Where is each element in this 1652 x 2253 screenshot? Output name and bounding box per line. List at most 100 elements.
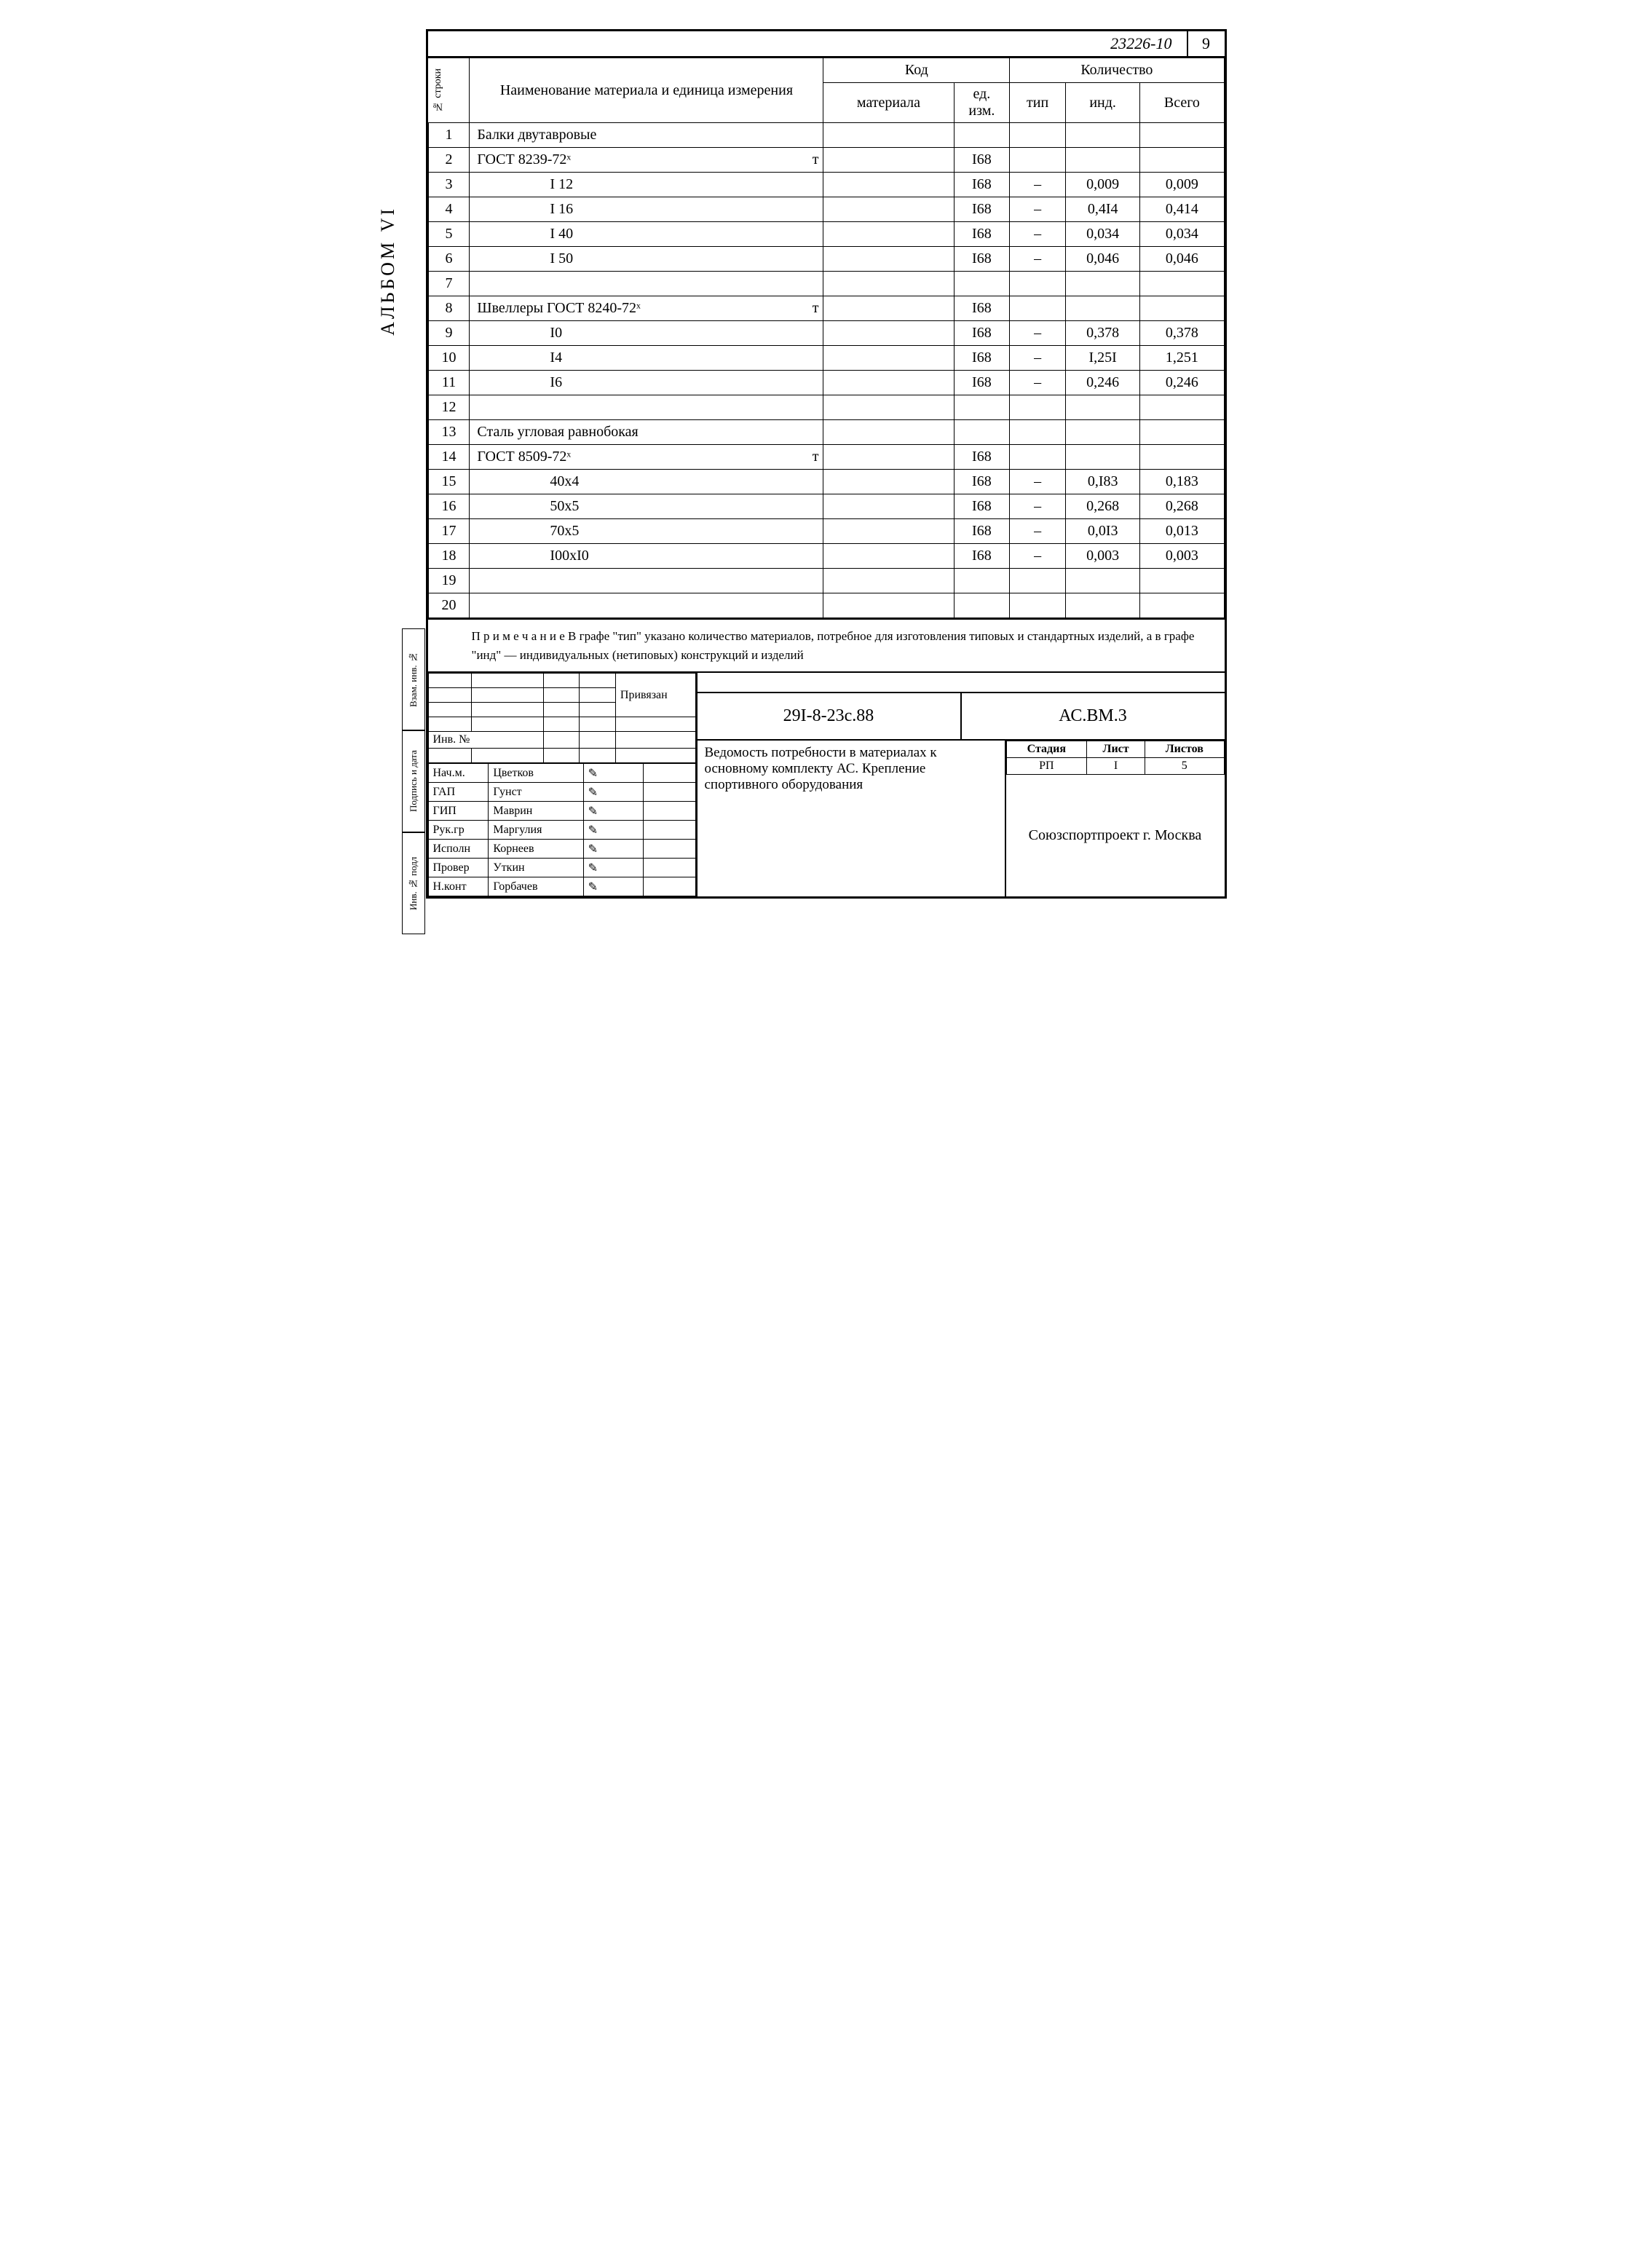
cell-tip: –: [1010, 197, 1066, 222]
cell-name: I6: [470, 371, 823, 395]
cell-row-number: 12: [428, 395, 470, 420]
role-name: Корнеев: [489, 840, 583, 859]
table-row: 2ГОСТ 8239-72ˣтI68: [428, 148, 1224, 173]
cell-unit: [954, 395, 1010, 420]
table-row: 10I4I68–I,25I1,251: [428, 346, 1224, 371]
table-row: 1770х5I68–0,0I30,013: [428, 519, 1224, 544]
meta-stage-h: Стадия: [1006, 741, 1087, 758]
cell-row-number: 7: [428, 272, 470, 296]
cell-material: [823, 148, 954, 173]
signature-row: ПроверУткин✎: [428, 859, 695, 877]
cell-unit: [954, 123, 1010, 148]
cell-total: 0,246: [1140, 371, 1224, 395]
col-name: Наименование материала и единица измерен…: [470, 58, 823, 123]
role-label: Н.конт: [428, 877, 489, 896]
side-label: Инв. № подл: [402, 832, 425, 934]
table-row: 13Сталь угловая равнобокая: [428, 420, 1224, 445]
note-text: П р и м е ч а н и е В графе "тип" указан…: [428, 618, 1225, 671]
cell-row-number: 1: [428, 123, 470, 148]
table-row: 4I 16I68–0,4I40,414: [428, 197, 1224, 222]
cell-name: Сталь угловая равнобокая: [470, 420, 823, 445]
drawing-description: Ведомость потребности в материалах к осн…: [697, 741, 1006, 896]
cell-unit: I68: [954, 148, 1010, 173]
signature-cell: ✎: [583, 764, 644, 783]
cell-total: [1140, 123, 1224, 148]
cell-material: [823, 371, 954, 395]
drawing-code-1: 29I-8-23с.88: [697, 693, 962, 739]
cell-tip: [1010, 593, 1066, 618]
cell-total: [1140, 593, 1224, 618]
cell-ind: 0,009: [1065, 173, 1139, 197]
cell-unit: I68: [954, 197, 1010, 222]
cell-material: [823, 296, 954, 321]
cell-name: 50х5: [470, 494, 823, 519]
cell-ind: [1065, 420, 1139, 445]
document-number: 23226-10: [1096, 31, 1187, 56]
cell-total: [1140, 445, 1224, 470]
cell-material: [823, 494, 954, 519]
cell-tip: [1010, 395, 1066, 420]
cell-material: [823, 470, 954, 494]
cell-ind: [1065, 123, 1139, 148]
table-row: 5I 40I68–0,0340,034: [428, 222, 1224, 247]
cell-tip: [1010, 420, 1066, 445]
meta-sheets-h: Листов: [1145, 741, 1224, 758]
cell-material: [823, 445, 954, 470]
cell-name: I 50: [470, 247, 823, 272]
col-total: Всего: [1140, 83, 1224, 123]
role-name: Гунст: [489, 783, 583, 802]
role-name: Маврин: [489, 802, 583, 821]
cell-unit: I68: [954, 296, 1010, 321]
cell-row-number: 4: [428, 197, 470, 222]
cell-tip: –: [1010, 173, 1066, 197]
cell-material: [823, 519, 954, 544]
table-row: 12: [428, 395, 1224, 420]
cell-ind: [1065, 148, 1139, 173]
cell-total: 1,251: [1140, 346, 1224, 371]
signature-row: Нач.м.Цветков✎: [428, 764, 695, 783]
table-row: 11I6I68–0,2460,246: [428, 371, 1224, 395]
cell-ind: [1065, 593, 1139, 618]
cell-unit: I68: [954, 494, 1010, 519]
cell-material: [823, 123, 954, 148]
role-name: Горбачев: [489, 877, 583, 896]
cell-row-number: 8: [428, 296, 470, 321]
cell-material: [823, 272, 954, 296]
table-row: 1Балки двутавровые: [428, 123, 1224, 148]
table-row: 9I0I68–0,3780,378: [428, 321, 1224, 346]
role-name: Уткин: [489, 859, 583, 877]
cell-row-number: 14: [428, 445, 470, 470]
cell-row-number: 16: [428, 494, 470, 519]
cell-row-number: 10: [428, 346, 470, 371]
cell-row-number: 15: [428, 470, 470, 494]
album-label: АЛЬБОМ VI: [377, 206, 399, 336]
cell-material: [823, 593, 954, 618]
cell-ind: 0,046: [1065, 247, 1139, 272]
cell-row-number: 17: [428, 519, 470, 544]
cell-material: [823, 222, 954, 247]
cell-name: I00хI0: [470, 544, 823, 569]
meta-sheet-h: Лист: [1087, 741, 1145, 758]
signature-row: ИсполнКорнеев✎: [428, 840, 695, 859]
cell-name: [470, 272, 823, 296]
cell-material: [823, 420, 954, 445]
cell-name: [470, 395, 823, 420]
cell-tip: [1010, 569, 1066, 593]
cell-total: 0,009: [1140, 173, 1224, 197]
side-label: Взам. инв. №: [402, 628, 425, 730]
cell-name: Швеллеры ГОСТ 8240-72ˣт: [470, 296, 823, 321]
cell-ind: 0,0I3: [1065, 519, 1139, 544]
cell-unit: I68: [954, 346, 1010, 371]
col-code: Код: [823, 58, 1010, 83]
cell-row-number: 9: [428, 321, 470, 346]
role-label: ГИП: [428, 802, 489, 821]
cell-material: [823, 321, 954, 346]
cell-material: [823, 247, 954, 272]
cell-ind: 0,I83: [1065, 470, 1139, 494]
inv-label: Инв. №: [428, 732, 543, 749]
table-row: 7: [428, 272, 1224, 296]
cell-material: [823, 544, 954, 569]
cell-unit: [954, 272, 1010, 296]
meta-sheets: 5: [1145, 758, 1224, 775]
date-cell: [644, 783, 695, 802]
